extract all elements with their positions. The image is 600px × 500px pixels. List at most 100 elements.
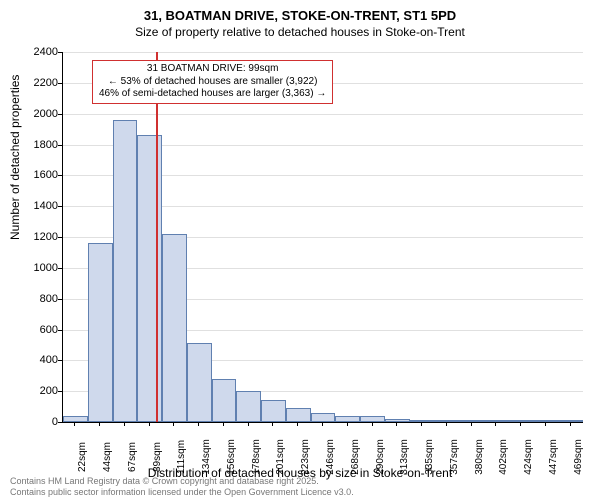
y-tick-label: 2400 [18,46,58,58]
x-tick-label: 156sqm [226,439,237,475]
y-tick-mark [58,299,62,300]
y-tick-label: 1200 [18,231,58,243]
x-tick-label: 335sqm [424,439,435,475]
x-tick-label: 469sqm [573,439,584,475]
x-tick-mark [124,422,125,426]
chart-subtitle: Size of property relative to detached ho… [0,25,600,39]
footer-line1: Contains HM Land Registry data © Crown c… [10,476,354,487]
y-tick-mark [58,330,62,331]
y-tick-label: 2200 [18,77,58,89]
y-tick-label: 2000 [18,108,58,120]
y-tick-label: 1000 [18,262,58,274]
y-tick-label: 400 [18,354,58,366]
annotation-box: 31 BOATMAN DRIVE: 99sqm ← 53% of detache… [92,60,333,104]
grid-line [63,52,583,53]
annotation-line1: 31 BOATMAN DRIVE: 99sqm [99,63,326,76]
y-tick-mark [58,391,62,392]
y-axis-label: Number of detached properties [8,75,22,240]
histogram-bar [533,420,558,422]
x-tick-label: 44sqm [102,442,113,472]
histogram-bar [212,379,237,422]
x-tick-mark [248,422,249,426]
x-tick-mark [297,422,298,426]
x-tick-label: 268sqm [350,439,361,475]
histogram-bar [162,234,187,422]
plot-area [62,52,583,423]
x-tick-label: 89sqm [152,442,163,472]
x-tick-mark [173,422,174,426]
histogram-bar [558,420,583,422]
histogram-bar [137,135,162,422]
y-tick-label: 800 [18,293,58,305]
histogram-bar [459,420,484,422]
x-tick-mark [421,422,422,426]
x-tick-label: 134sqm [201,439,212,475]
grid-line [63,114,583,115]
y-tick-label: 600 [18,324,58,336]
y-tick-label: 0 [18,416,58,428]
histogram-bar [335,416,360,422]
chart-container: 31, BOATMAN DRIVE, STOKE-ON-TRENT, ST1 5… [0,0,600,500]
annotation-line3: 46% of semi-detached houses are larger (… [99,88,326,101]
x-tick-mark [372,422,373,426]
annotation-line2: ← 53% of detached houses are smaller (3,… [99,76,326,89]
x-tick-label: 380sqm [474,439,485,475]
y-tick-mark [58,83,62,84]
x-tick-label: 357sqm [449,439,460,475]
histogram-bar [236,391,261,422]
x-tick-label: 246sqm [325,439,336,475]
x-tick-label: 402sqm [498,439,509,475]
histogram-bar [434,420,459,422]
y-tick-mark [58,175,62,176]
histogram-bar [286,408,311,422]
y-tick-mark [58,268,62,269]
x-tick-mark [74,422,75,426]
x-tick-label: 111sqm [176,440,187,474]
x-tick-mark [570,422,571,426]
x-tick-mark [322,422,323,426]
x-tick-label: 201sqm [275,439,286,475]
x-tick-label: 424sqm [523,439,534,475]
y-tick-mark [58,237,62,238]
x-tick-mark [545,422,546,426]
y-tick-mark [58,114,62,115]
histogram-bar [311,413,336,422]
x-tick-mark [471,422,472,426]
x-tick-label: 67sqm [127,442,138,472]
y-tick-label: 200 [18,385,58,397]
histogram-bar [187,343,212,422]
y-tick-mark [58,145,62,146]
y-tick-mark [58,52,62,53]
x-tick-label: 313sqm [399,439,410,475]
histogram-bar [261,400,286,422]
x-tick-mark [495,422,496,426]
x-tick-label: 223sqm [300,439,311,475]
x-tick-label: 178sqm [251,439,262,475]
x-tick-mark [396,422,397,426]
x-tick-label: 290sqm [375,439,386,475]
x-tick-mark [446,422,447,426]
x-tick-mark [347,422,348,426]
footer-line2: Contains public sector information licen… [10,487,354,498]
x-tick-label: 447sqm [548,439,559,475]
histogram-bar [113,120,138,422]
x-tick-mark [149,422,150,426]
x-tick-mark [223,422,224,426]
x-tick-label: 22sqm [77,442,88,472]
histogram-bar [360,416,385,422]
x-tick-mark [198,422,199,426]
x-tick-mark [520,422,521,426]
footer: Contains HM Land Registry data © Crown c… [10,476,354,498]
histogram-bar [63,416,88,422]
y-tick-mark [58,360,62,361]
y-tick-label: 1400 [18,200,58,212]
y-tick-label: 1800 [18,139,58,151]
x-tick-mark [272,422,273,426]
x-tick-mark [99,422,100,426]
y-tick-label: 1600 [18,169,58,181]
reference-line [156,52,158,422]
y-tick-mark [58,422,62,423]
chart-title: 31, BOATMAN DRIVE, STOKE-ON-TRENT, ST1 5… [0,8,600,23]
y-tick-mark [58,206,62,207]
histogram-bar [88,243,113,422]
